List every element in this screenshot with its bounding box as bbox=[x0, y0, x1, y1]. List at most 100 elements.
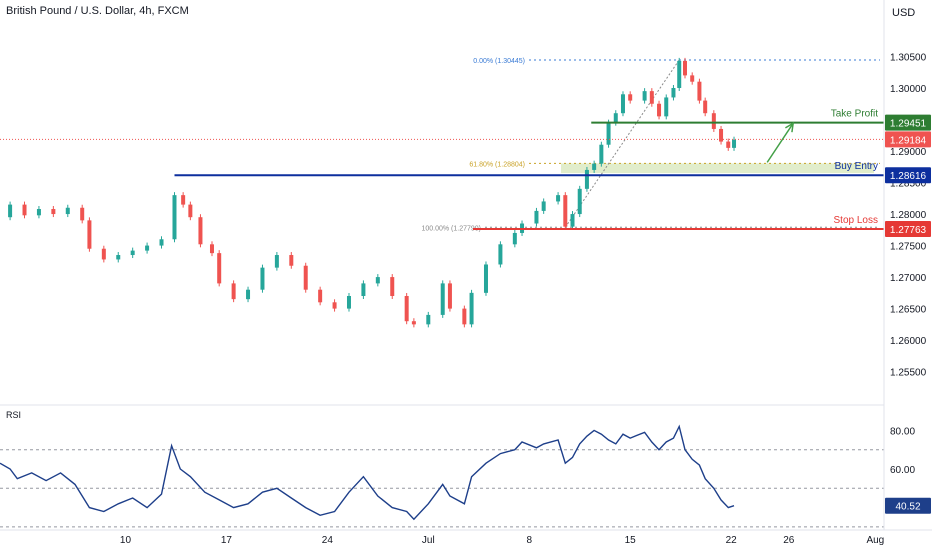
candle-body bbox=[703, 100, 708, 114]
candle-body bbox=[231, 283, 236, 300]
level-label: Take Profit bbox=[831, 109, 878, 120]
time-tick-label: 15 bbox=[625, 535, 637, 546]
price-tick-label: 1.27500 bbox=[890, 242, 927, 253]
time-tick-label: 22 bbox=[726, 535, 738, 546]
candle-body bbox=[22, 204, 27, 216]
price-series bbox=[8, 57, 737, 328]
price-tick-label: 1.29000 bbox=[890, 147, 927, 158]
price-tick-label: 1.26500 bbox=[890, 305, 927, 316]
candle-body bbox=[556, 195, 561, 202]
candle-body bbox=[145, 245, 150, 251]
level-label: Buy Entry bbox=[835, 161, 878, 172]
candle-body bbox=[469, 292, 474, 325]
candle-body bbox=[101, 248, 106, 260]
candle-body bbox=[570, 214, 575, 227]
candle-body bbox=[664, 97, 669, 117]
fibonacci-layer: 0.00% (1.30445) 61.80% (1.28804) 100.00% (… bbox=[421, 58, 880, 232]
candle-body bbox=[198, 217, 203, 245]
candle-body bbox=[649, 91, 654, 104]
fib-level-label: 100.00% (1.27790) bbox=[421, 225, 481, 232]
price-badge-label: 1.29451 bbox=[890, 119, 927, 130]
candle-body bbox=[36, 209, 41, 216]
candle-body bbox=[181, 195, 186, 205]
candle-body bbox=[246, 289, 251, 300]
candle-body bbox=[697, 81, 702, 101]
price-badge bbox=[885, 220, 931, 237]
time-tick-label: 17 bbox=[221, 535, 233, 546]
price-tick-label: 1.28500 bbox=[890, 179, 927, 190]
candle-body bbox=[577, 188, 582, 215]
price-tick-label: 1.26000 bbox=[890, 336, 927, 347]
candle-body bbox=[130, 250, 135, 256]
candle-body bbox=[87, 220, 92, 249]
candle-body bbox=[440, 283, 445, 315]
candle-body bbox=[711, 113, 716, 129]
level-lines[interactable]: Take Profit Buy Entry Stop Loss bbox=[0, 109, 884, 230]
candle-body bbox=[677, 60, 682, 88]
rsi-tick-label: 60.00 bbox=[890, 465, 915, 476]
price-badge bbox=[885, 167, 931, 184]
candle-body bbox=[584, 169, 589, 189]
chart-title: British Pound / U.S. Dollar, 4h, FXCM bbox=[6, 5, 189, 17]
price-tick-label: 1.30500 bbox=[890, 52, 927, 63]
candle-body bbox=[732, 139, 737, 148]
time-tick-label: Jul bbox=[422, 535, 435, 546]
candle-body bbox=[274, 255, 279, 268]
candle-body bbox=[159, 239, 164, 246]
candle-body bbox=[188, 204, 193, 218]
candle-body bbox=[209, 244, 214, 254]
candle-body bbox=[51, 209, 56, 215]
candle-body bbox=[599, 144, 604, 164]
price-tick-label: 1.25500 bbox=[890, 368, 927, 379]
time-tick-label: 10 bbox=[120, 535, 132, 546]
candle-body bbox=[671, 87, 676, 98]
fib-level-label: 61.80% (1.28804) bbox=[469, 161, 525, 168]
candle-body bbox=[592, 163, 597, 170]
price-badge-label: 1.28616 bbox=[890, 171, 927, 182]
candle-body bbox=[620, 94, 625, 114]
fib-trend-line bbox=[564, 59, 680, 228]
rsi-badge-label: 40.52 bbox=[895, 502, 920, 513]
candle-body bbox=[346, 295, 351, 309]
price-tick-label: 1.28000 bbox=[890, 210, 927, 221]
fib-level-label: 0.00% (1.30445) bbox=[473, 58, 525, 65]
candle-body bbox=[411, 321, 416, 325]
candle-body bbox=[172, 195, 177, 240]
projection-arrow bbox=[766, 122, 794, 163]
candle-body bbox=[462, 308, 467, 325]
price-badge bbox=[885, 114, 931, 131]
candle-body bbox=[303, 265, 308, 290]
candle-body bbox=[628, 94, 633, 101]
candle-body bbox=[563, 195, 568, 227]
candle-body bbox=[719, 128, 724, 142]
candle-body bbox=[404, 295, 409, 322]
candle-body bbox=[289, 255, 294, 266]
time-tick-label: 24 bbox=[322, 535, 334, 546]
price-badge-label: 1.27763 bbox=[890, 225, 927, 236]
projection-arrow-head bbox=[785, 121, 795, 133]
candle-body bbox=[260, 267, 265, 290]
rsi-badge bbox=[885, 497, 931, 514]
candle-body bbox=[361, 283, 366, 296]
candle-body bbox=[690, 75, 695, 82]
candle-body bbox=[80, 207, 85, 221]
rsi-panel bbox=[0, 424, 884, 528]
candle-body bbox=[318, 289, 323, 303]
candle-body bbox=[512, 232, 517, 245]
candle-body bbox=[726, 141, 731, 148]
candle-body bbox=[642, 91, 647, 101]
price-badges: 1.29451 1.28616 1.27763 1.29184 40.52 bbox=[885, 114, 931, 514]
candle-body bbox=[217, 253, 222, 284]
candle-body bbox=[541, 201, 546, 211]
candle-body bbox=[332, 302, 337, 309]
candle-body bbox=[65, 207, 70, 215]
candle-body bbox=[657, 103, 662, 117]
candle-body bbox=[447, 283, 452, 309]
candle-body bbox=[116, 255, 121, 260]
currency-label[interactable]: USD bbox=[892, 7, 916, 19]
price-badge bbox=[885, 131, 931, 148]
candle-body bbox=[606, 122, 611, 145]
time-tick-label: 26 bbox=[783, 535, 795, 546]
